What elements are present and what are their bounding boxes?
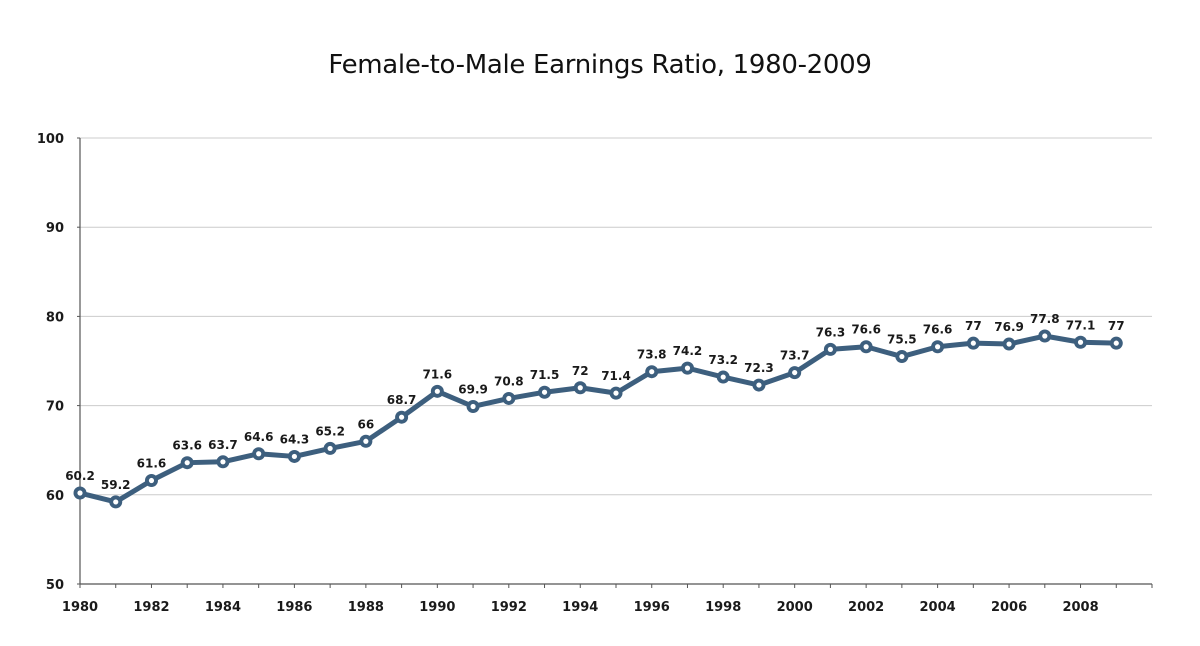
data-point-marker-center <box>256 451 262 457</box>
x-tick-label: 1998 <box>705 600 741 615</box>
x-axis-ticks: 1980 1982 1984 1986 1988 1990 1992 1994 1996 1998… <box>62 584 1153 615</box>
data-point-marker-center <box>1042 333 1048 339</box>
data-label: 76.6 <box>851 323 881 337</box>
data-point-marker-center <box>577 385 583 391</box>
data-point-marker-center <box>363 438 369 444</box>
data-point-marker-center <box>113 499 119 505</box>
data-label: 63.7 <box>208 438 238 452</box>
data-point-marker-center <box>935 344 941 350</box>
x-tick-label: 1982 <box>133 600 169 615</box>
x-tick-label: 2006 <box>991 600 1027 615</box>
data-point-marker-center <box>1006 341 1012 347</box>
data-point-marker-center <box>327 445 333 452</box>
data-point-marker-center <box>1113 340 1119 346</box>
x-tick-label: 1984 <box>205 600 241 615</box>
data-label: 65.2 <box>315 424 345 438</box>
data-label: 72 <box>572 364 589 378</box>
axes <box>79 138 1152 585</box>
data-point-marker-center <box>720 374 726 380</box>
data-label: 73.2 <box>708 353 738 367</box>
series-markers <box>73 329 1123 509</box>
data-point-marker-center <box>434 388 440 394</box>
data-point-marker-center <box>184 460 190 466</box>
data-label: 76.9 <box>994 320 1024 334</box>
data-point-marker-center <box>899 353 905 360</box>
data-label: 77 <box>1108 319 1125 333</box>
data-label: 73.7 <box>780 349 810 363</box>
data-point-marker-center <box>470 403 476 410</box>
data-point-marker-center <box>684 365 691 371</box>
data-label: 69.9 <box>458 382 488 396</box>
x-tick-label: 2008 <box>1062 600 1098 615</box>
gridlines <box>80 137 1152 496</box>
x-tick-label: 1992 <box>491 600 527 615</box>
data-label: 68.7 <box>387 393 417 407</box>
x-tick-label: 2000 <box>777 600 813 615</box>
data-label: 71.4 <box>601 369 631 383</box>
series-line <box>77 333 1119 505</box>
data-point-marker-center <box>220 459 226 465</box>
data-label: 76.6 <box>923 323 953 337</box>
data-point-marker-center <box>756 382 762 388</box>
x-tick-label: 1994 <box>562 600 598 615</box>
data-point-marker-center <box>649 369 655 375</box>
x-tick-label: 1990 <box>419 600 455 615</box>
data-point-marker-center <box>827 346 834 353</box>
data-label: 61.6 <box>137 457 167 471</box>
data-label: 64.3 <box>280 432 310 446</box>
data-label: 71.6 <box>423 367 453 381</box>
y-axis-ticks: 50 60 70 80 90 100 <box>37 132 80 593</box>
data-point-marker-center <box>148 477 155 484</box>
data-labels: 60.2 59.2 61.6 63.6 63.7 64.6 64.3 65.2 66 68.7 71… <box>65 312 1124 492</box>
y-tick-label: 70 <box>46 400 64 415</box>
data-point-marker-center <box>399 414 405 420</box>
y-tick-label: 50 <box>46 578 64 593</box>
x-tick-label: 1986 <box>276 600 312 615</box>
data-point-marker-center <box>613 390 619 396</box>
data-point-marker-center <box>541 389 548 395</box>
data-point-marker-center <box>1077 339 1084 345</box>
data-label: 71.5 <box>530 368 560 382</box>
data-label: 72.3 <box>744 361 774 375</box>
data-label: 75.5 <box>887 333 917 347</box>
data-label: 63.6 <box>172 439 202 453</box>
x-tick-label: 1988 <box>348 600 384 615</box>
x-tick-label: 2002 <box>848 600 884 615</box>
y-tick-label: 90 <box>46 221 64 236</box>
chart-title: Female-to-Male Earnings Ratio, 1980-2009 <box>328 50 872 80</box>
data-label: 74.2 <box>673 344 703 358</box>
y-tick-label: 80 <box>46 310 64 325</box>
data-label: 59.2 <box>101 478 131 492</box>
series-line <box>77 333 1119 505</box>
data-label: 70.8 <box>494 374 524 388</box>
y-tick-label: 100 <box>37 132 64 147</box>
x-tick-label: 1996 <box>634 600 670 615</box>
x-tick-label: 2004 <box>920 600 956 615</box>
data-point-marker-center <box>970 340 976 346</box>
x-tick-label: 1980 <box>62 600 98 615</box>
data-label: 77.8 <box>1030 312 1060 326</box>
y-tick-label: 60 <box>46 489 64 504</box>
data-label: 60.2 <box>65 469 95 483</box>
data-label: 73.8 <box>637 348 667 362</box>
data-label: 66 <box>358 417 375 431</box>
data-point-marker-center <box>863 344 869 350</box>
data-point-marker-center <box>506 395 512 402</box>
data-label: 77.1 <box>1066 318 1096 332</box>
data-label: 64.6 <box>244 430 274 444</box>
data-label: 76.3 <box>816 325 846 339</box>
data-label: 77 <box>965 319 982 333</box>
data-point-marker-center <box>77 490 83 496</box>
data-point-marker-center <box>792 369 798 376</box>
data-point-marker-center <box>291 453 297 460</box>
